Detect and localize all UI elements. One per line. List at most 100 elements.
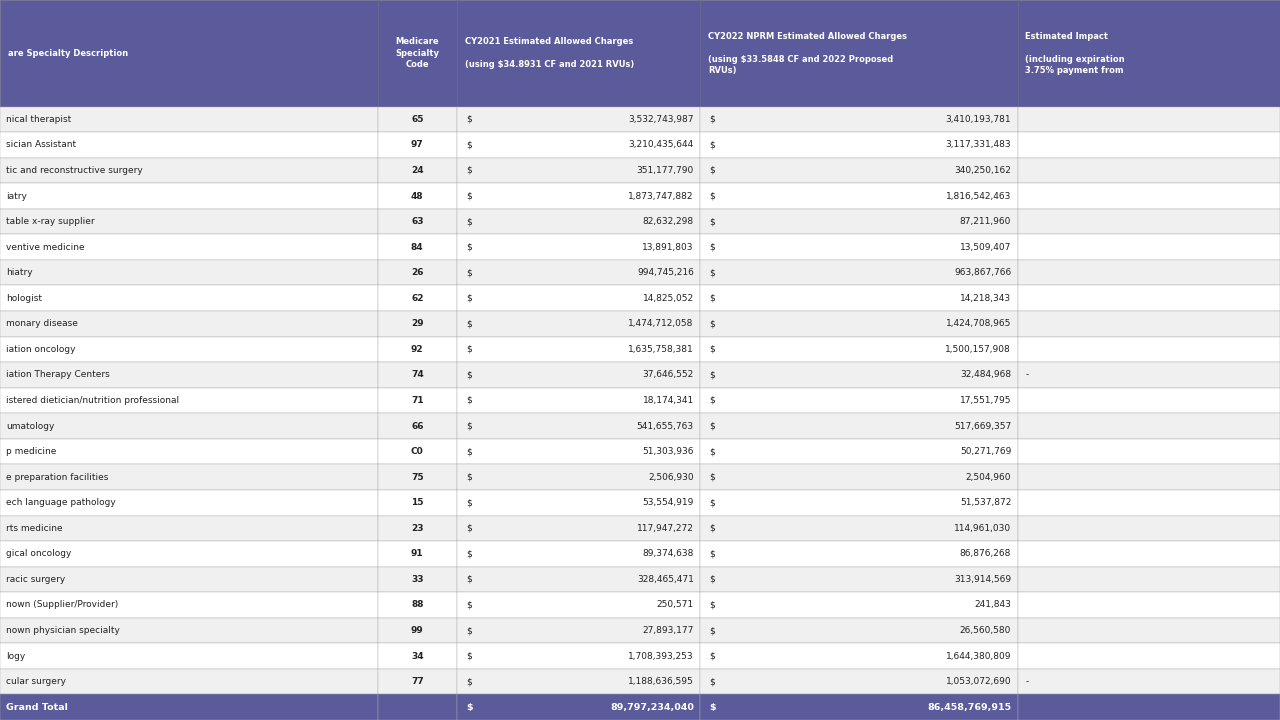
- Text: $: $: [466, 140, 471, 149]
- Text: 82,632,298: 82,632,298: [643, 217, 694, 226]
- Text: $: $: [709, 345, 714, 354]
- Text: 541,655,763: 541,655,763: [636, 421, 694, 431]
- Text: 53,554,919: 53,554,919: [643, 498, 694, 507]
- Bar: [0, 567, 378, 592]
- Bar: [378, 464, 457, 490]
- Text: ech language pathology: ech language pathology: [6, 498, 116, 507]
- Text: $: $: [709, 268, 714, 277]
- Text: 114,961,030: 114,961,030: [954, 524, 1011, 533]
- Text: $: $: [466, 626, 471, 635]
- Bar: [700, 235, 1018, 260]
- Bar: [378, 158, 457, 183]
- Text: 99: 99: [411, 626, 424, 635]
- Bar: [1018, 438, 1280, 464]
- Text: 66: 66: [411, 421, 424, 431]
- Bar: [700, 644, 1018, 669]
- Text: $: $: [709, 114, 714, 124]
- Text: 1,635,758,381: 1,635,758,381: [628, 345, 694, 354]
- Bar: [378, 618, 457, 644]
- Text: 24: 24: [411, 166, 424, 175]
- Bar: [457, 669, 700, 694]
- Text: $: $: [466, 166, 471, 175]
- Bar: [378, 694, 457, 720]
- Bar: [1018, 132, 1280, 158]
- Text: Medicare
Specialty
Code: Medicare Specialty Code: [396, 37, 439, 69]
- Text: 32,484,968: 32,484,968: [960, 370, 1011, 379]
- Bar: [457, 694, 700, 720]
- Bar: [0, 0, 378, 107]
- Text: 14,825,052: 14,825,052: [643, 294, 694, 302]
- Bar: [378, 183, 457, 209]
- Text: $: $: [466, 217, 471, 226]
- Text: 1,500,157,908: 1,500,157,908: [946, 345, 1011, 354]
- Bar: [378, 592, 457, 618]
- Text: 91: 91: [411, 549, 424, 559]
- Text: 2,506,930: 2,506,930: [648, 472, 694, 482]
- Bar: [0, 285, 378, 311]
- Bar: [1018, 209, 1280, 235]
- Text: sician Assistant: sician Assistant: [6, 140, 77, 149]
- Text: $: $: [709, 677, 714, 686]
- Bar: [378, 387, 457, 413]
- Text: $: $: [466, 600, 471, 609]
- Bar: [1018, 362, 1280, 387]
- Text: 3,210,435,644: 3,210,435,644: [628, 140, 694, 149]
- Bar: [378, 541, 457, 567]
- Bar: [0, 618, 378, 644]
- Text: $: $: [466, 652, 471, 661]
- Text: 3,410,193,781: 3,410,193,781: [946, 114, 1011, 124]
- Bar: [1018, 644, 1280, 669]
- Bar: [457, 464, 700, 490]
- Text: $: $: [709, 294, 714, 302]
- Bar: [457, 618, 700, 644]
- Text: CY2022 NPRM Estimated Allowed Charges

(using $33.5848 CF and 2022 Proposed
RVUs: CY2022 NPRM Estimated Allowed Charges (u…: [708, 32, 906, 75]
- Bar: [1018, 567, 1280, 592]
- Text: 26,560,580: 26,560,580: [960, 626, 1011, 635]
- Text: hologist: hologist: [6, 294, 42, 302]
- Bar: [1018, 337, 1280, 362]
- Text: $: $: [466, 192, 471, 200]
- Bar: [700, 694, 1018, 720]
- Bar: [700, 183, 1018, 209]
- Text: $: $: [466, 524, 471, 533]
- Bar: [700, 618, 1018, 644]
- Text: 26: 26: [411, 268, 424, 277]
- Text: 77: 77: [411, 677, 424, 686]
- Text: 1,708,393,253: 1,708,393,253: [628, 652, 694, 661]
- Text: 14,218,343: 14,218,343: [960, 294, 1011, 302]
- Text: $: $: [709, 243, 714, 251]
- Bar: [457, 592, 700, 618]
- Text: p medicine: p medicine: [6, 447, 56, 456]
- Bar: [457, 285, 700, 311]
- Bar: [700, 107, 1018, 132]
- Text: umatology: umatology: [6, 421, 55, 431]
- Bar: [1018, 107, 1280, 132]
- Text: $: $: [466, 575, 471, 584]
- Bar: [457, 413, 700, 438]
- Text: $: $: [709, 498, 714, 507]
- Text: 1,873,747,882: 1,873,747,882: [628, 192, 694, 200]
- Bar: [1018, 260, 1280, 285]
- Text: $: $: [709, 626, 714, 635]
- Bar: [1018, 464, 1280, 490]
- Text: $: $: [709, 166, 714, 175]
- Bar: [0, 311, 378, 337]
- Bar: [457, 362, 700, 387]
- Text: gical oncology: gical oncology: [6, 549, 72, 559]
- Bar: [457, 183, 700, 209]
- Text: $: $: [709, 524, 714, 533]
- Bar: [378, 209, 457, 235]
- Bar: [0, 235, 378, 260]
- Text: 84: 84: [411, 243, 424, 251]
- Text: 1,188,636,595: 1,188,636,595: [628, 677, 694, 686]
- Text: 51,303,936: 51,303,936: [643, 447, 694, 456]
- Bar: [0, 132, 378, 158]
- Bar: [1018, 618, 1280, 644]
- Bar: [0, 592, 378, 618]
- Bar: [457, 438, 700, 464]
- Text: $: $: [709, 447, 714, 456]
- Bar: [0, 107, 378, 132]
- Text: 29: 29: [411, 320, 424, 328]
- Bar: [378, 311, 457, 337]
- Text: $: $: [466, 345, 471, 354]
